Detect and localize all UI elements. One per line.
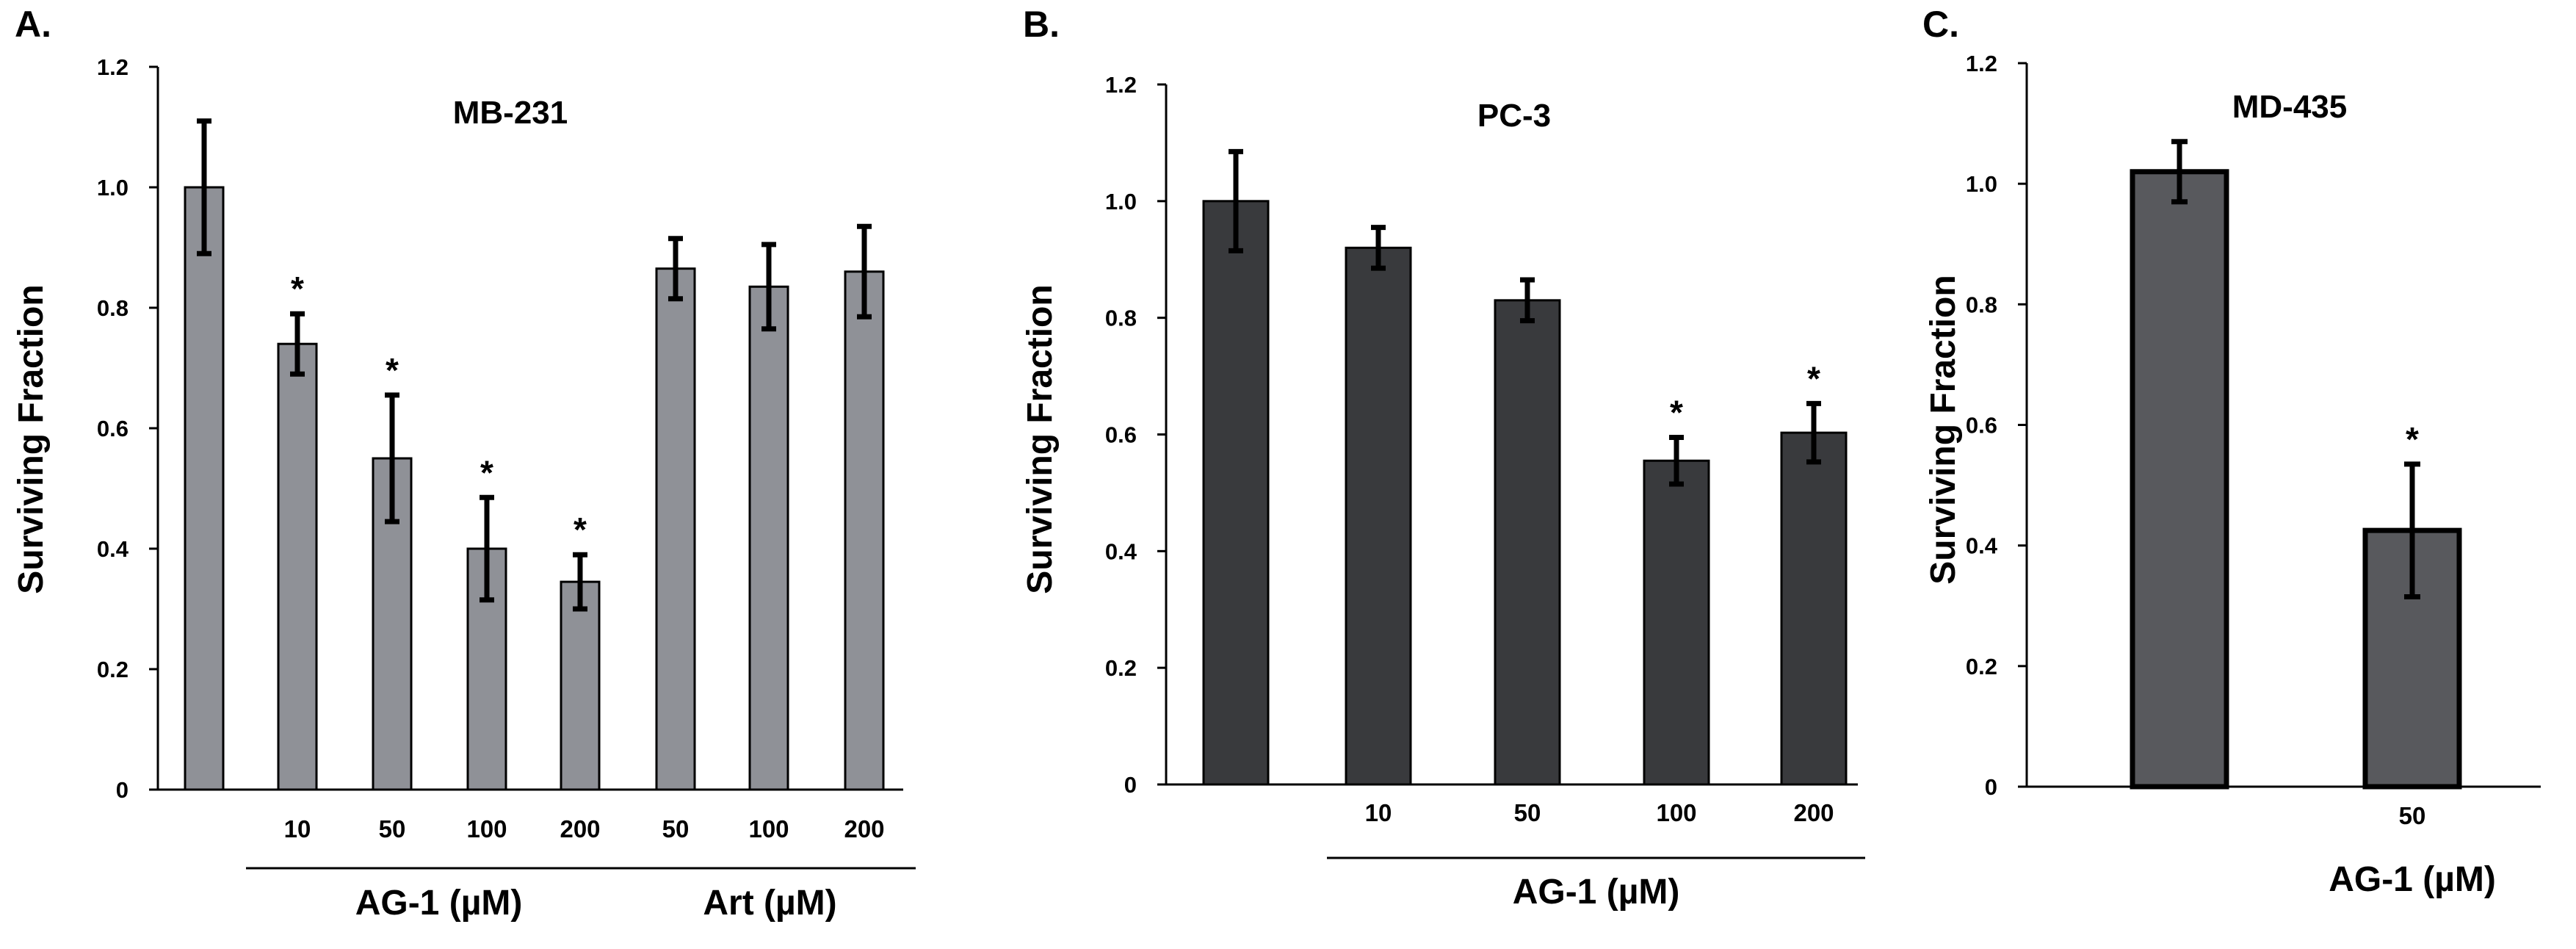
y-tick-label: 0 <box>1124 772 1137 798</box>
bar <box>748 285 789 791</box>
error-bar <box>1520 277 1535 324</box>
significance-marker: * <box>2406 420 2419 458</box>
error-bar <box>480 494 494 603</box>
y-tick-label: 1.0 <box>97 175 129 201</box>
y-tick-label: 0 <box>116 777 129 803</box>
x-tick-label: 200 <box>1793 799 1834 826</box>
y-tick-label: 1.2 <box>1966 51 1997 76</box>
panel-label: C. <box>1922 4 1959 45</box>
y-tick-label: 0.4 <box>97 536 129 562</box>
significance-marker: * <box>1807 359 1820 397</box>
y-tick-label: 0 <box>1985 774 1997 800</box>
y-tick-label: 1.0 <box>1966 171 1997 197</box>
significance-marker: * <box>386 351 399 389</box>
group-label: AG-1 (µM) <box>1513 873 1680 912</box>
x-tick-label: 200 <box>560 815 600 842</box>
bar <box>277 342 318 791</box>
x-tick-label: 100 <box>1656 799 1696 826</box>
y-tick-label: 0.6 <box>1105 422 1137 448</box>
error-bar <box>857 223 872 320</box>
bar <box>2130 169 2229 790</box>
bar <box>655 267 696 791</box>
error-bar <box>1229 148 1243 253</box>
bar <box>844 270 885 791</box>
chart-title: MD-435 <box>2232 89 2348 125</box>
chart-title: PC-3 <box>1477 98 1551 134</box>
y-tick-label: 0.6 <box>97 416 129 441</box>
panel-label: A. <box>15 4 51 45</box>
bar <box>1202 200 1270 786</box>
y-tick-label: 0.8 <box>1966 292 1997 317</box>
x-tick-label: 10 <box>1365 799 1392 826</box>
chart-title: MB-231 <box>453 95 568 131</box>
x-tick-label: 50 <box>1514 799 1541 826</box>
y-tick-label: 1.0 <box>1105 189 1137 214</box>
error-bar <box>197 118 211 256</box>
x-tick-label: 50 <box>662 815 690 842</box>
bar <box>1345 246 1412 786</box>
significance-marker: * <box>291 270 304 308</box>
significance-marker: * <box>574 510 587 549</box>
error-bar <box>290 311 305 377</box>
error-bar <box>1371 225 1386 271</box>
y-tick-label: 0.8 <box>1105 306 1137 331</box>
y-tick-label: 0.4 <box>1105 538 1137 564</box>
bar <box>184 186 225 791</box>
error-bar <box>2404 461 2420 599</box>
y-tick-label: 1.2 <box>1105 72 1137 98</box>
chart-panel-c: C. MD-435 Surviving Fraction 0 0.2 0.4 0.6 0.8 1… <box>1922 4 2541 899</box>
x-tick-label: 10 <box>284 815 311 842</box>
group-label: AG-1 (µM) <box>2329 860 2496 899</box>
error-bar <box>385 392 399 524</box>
y-axis-label: Surviving Fraction <box>12 284 51 593</box>
y-tick-label: 0.4 <box>1966 533 1998 559</box>
chart-panel-a: A. MB-231 Surviving Fraction 0 0.2 0.4 0.6 0.8 1… <box>12 4 916 923</box>
error-bar <box>573 552 587 612</box>
chart-panel-b: B. PC-3 Surviving Fraction 0 0.2 0.4 0.6 0.8 1.0… <box>1021 4 1865 912</box>
x-tick-label: 50 <box>379 815 406 842</box>
x-tick-label: 200 <box>844 815 884 842</box>
y-axis-label: Surviving Fraction <box>1021 284 1060 593</box>
y-tick-label: 0.2 <box>1105 655 1137 681</box>
panel-label: B. <box>1023 4 1060 45</box>
error-bar <box>668 236 683 302</box>
significance-marker: * <box>480 453 493 491</box>
error-bar <box>1806 400 1821 465</box>
y-tick-label: 0.2 <box>1966 654 1997 679</box>
error-bar <box>2171 139 2188 205</box>
x-tick-label: 100 <box>748 815 789 842</box>
significance-marker: * <box>1670 393 1683 431</box>
y-tick-label: 0.2 <box>97 657 129 682</box>
bar <box>1780 431 1848 786</box>
error-bar <box>1669 434 1684 487</box>
y-tick-label: 0.8 <box>97 295 129 321</box>
bar <box>1494 299 1561 786</box>
error-bar <box>761 242 776 332</box>
bar <box>1643 459 1710 786</box>
y-axis-label: Surviving Fraction <box>1924 275 1963 584</box>
bar <box>560 580 601 791</box>
x-tick-label: 100 <box>466 815 507 842</box>
group-label: Art (µM) <box>703 884 836 923</box>
x-tick-label: 50 <box>2399 802 2426 829</box>
y-tick-label: 1.2 <box>97 54 129 80</box>
group-label: AG-1 (µM) <box>355 884 523 923</box>
y-tick-label: 0.6 <box>1966 413 1997 439</box>
